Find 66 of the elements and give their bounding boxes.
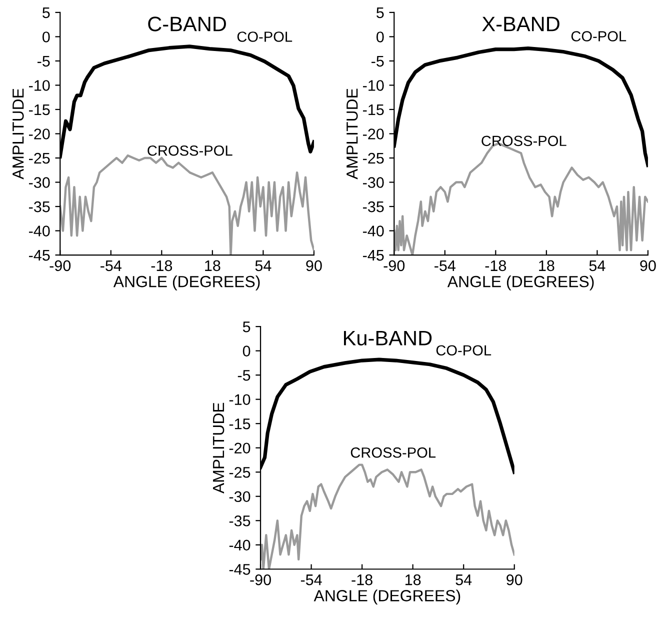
- y-tick-label: -45: [229, 564, 250, 575]
- chart-title: Ku-BAND: [344, 330, 432, 346]
- y-tick-label: -45: [362, 250, 384, 261]
- y-tick-label: -20: [229, 442, 250, 454]
- x-tick-label: 90: [306, 260, 322, 272]
- y-tick-label: 5: [376, 7, 384, 18]
- y-tick-label: -10: [28, 80, 50, 91]
- chart-title: C-BAND: [148, 16, 226, 32]
- y-tick-label: -20: [28, 128, 50, 140]
- x-tick-label: 54: [456, 574, 472, 586]
- x-tick-label: 90: [506, 574, 522, 586]
- y-tick-label: -10: [229, 394, 250, 406]
- y-tick-label: -5: [37, 56, 50, 67]
- x-tick-label: -54: [300, 574, 322, 586]
- y-tick-label: -30: [229, 491, 250, 502]
- y-tick-label: 5: [42, 7, 50, 18]
- series-label: CROSS-POL: [482, 136, 566, 146]
- y-tick-label: -15: [229, 418, 250, 430]
- y-tick-label: 0: [376, 32, 384, 42]
- y-tick-label: -15: [362, 104, 384, 116]
- x-tick-label: 18: [539, 260, 554, 272]
- x-tick-label: -54: [100, 260, 122, 272]
- y-axis-title: AMPLITUDE: [213, 402, 224, 494]
- x-axis-title: ANGLE (DEGREES): [447, 276, 594, 290]
- y-tick-label: -25: [229, 466, 250, 478]
- x-tick-label: -90: [50, 260, 71, 272]
- y-tick-label: 0: [242, 346, 250, 356]
- y-tick-label: 0: [42, 32, 50, 42]
- y-tick-label: -5: [238, 370, 250, 381]
- x-tick-label: -18: [485, 260, 506, 272]
- y-tick-label: -30: [28, 177, 50, 188]
- y-tick-label: -30: [362, 177, 384, 188]
- y-tick-label: -15: [28, 104, 50, 116]
- x-tick-label: -90: [250, 574, 271, 586]
- y-tick-label: -35: [28, 201, 50, 212]
- y-tick-label: -35: [229, 515, 250, 526]
- series-label: CROSS-POL: [148, 145, 232, 156]
- series-label: CO-POL: [436, 345, 492, 356]
- y-tick-label: -40: [28, 226, 50, 236]
- y-tick-label: -40: [229, 540, 250, 551]
- series-label: CO-POL: [571, 31, 626, 42]
- x-tick-label: -90: [384, 260, 405, 272]
- y-tick-label: 5: [242, 322, 250, 332]
- x-tick-label: 54: [589, 260, 606, 272]
- y-tick-label: -5: [371, 56, 384, 67]
- series-label: CROSS-POL: [350, 447, 436, 458]
- y-tick-label: -25: [28, 152, 50, 164]
- y-tick-label: -10: [362, 80, 384, 91]
- y-tick-label: -20: [362, 128, 384, 140]
- y-tick-label: -25: [362, 152, 384, 164]
- x-tick-label: -18: [352, 574, 372, 586]
- y-tick-label: -45: [28, 250, 50, 261]
- y-axis-title: AMPLITUDE: [12, 88, 24, 180]
- x-axis-title: ANGLE (DEGREES): [113, 276, 260, 290]
- chart-title: X-BAND: [482, 16, 560, 32]
- series-label: CO-POL: [237, 32, 292, 42]
- y-axis-title: AMPLITUDE: [346, 88, 358, 180]
- x-axis-title: ANGLE (DEGREES): [314, 590, 460, 605]
- y-tick-label: -40: [362, 226, 384, 236]
- x-tick-label: 18: [205, 260, 220, 272]
- x-tick-label: 90: [640, 260, 656, 272]
- x-tick-label: 54: [255, 260, 272, 272]
- x-tick-label: 18: [405, 574, 421, 586]
- x-tick-label: -18: [151, 260, 172, 272]
- y-tick-label: -35: [362, 201, 384, 212]
- x-tick-label: -54: [434, 260, 456, 272]
